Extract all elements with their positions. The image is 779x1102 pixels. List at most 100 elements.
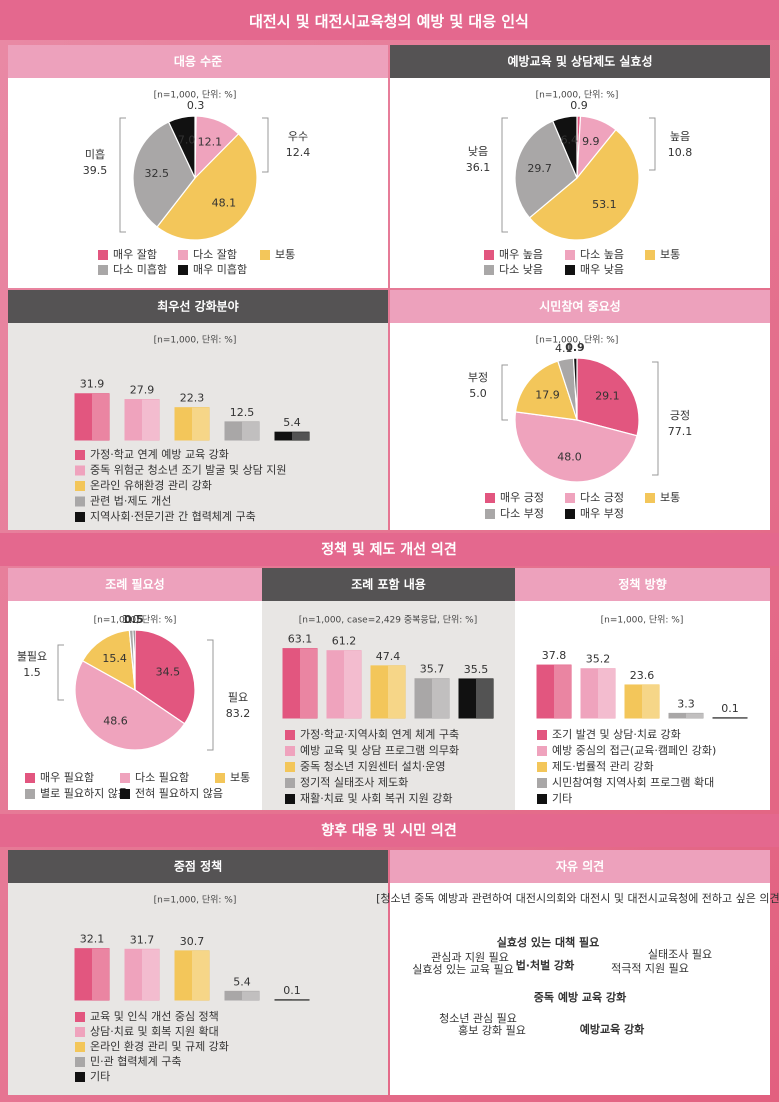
slice-label: 34.5 — [156, 666, 181, 679]
panel-title: 예방교육 및 상담제도 실효성 — [507, 54, 652, 69]
bar-value: 30.7 — [180, 935, 205, 948]
legend-label: 보통 — [275, 248, 295, 261]
legend-label: 예방 중심의 접근(교육·캠페인 강화) — [552, 744, 716, 757]
bar-value: 35.7 — [420, 663, 445, 676]
legend-swatch — [120, 789, 130, 799]
panel-header — [8, 850, 388, 883]
bar-value: 61.2 — [332, 635, 357, 648]
legend-label: 다소 높음 — [580, 248, 624, 261]
legend-label: 보통 — [660, 491, 680, 504]
panel-title: 최우선 강화분야 — [157, 299, 238, 314]
legend-swatch — [285, 746, 295, 756]
chart-subtitle: [n=1,000, 단위: %] — [154, 90, 237, 101]
slice-label: 6.4 — [561, 133, 579, 146]
slice-label: 0.9 — [565, 341, 585, 354]
bar-value: 63.1 — [288, 633, 313, 646]
legend-label: 전혀 필요하지 않음 — [135, 786, 223, 800]
slice-label: 48.6 — [103, 715, 128, 728]
slice-label: 0.3 — [187, 99, 205, 112]
bar — [370, 665, 406, 719]
section-title: 정책 및 제도 개선 의견 — [321, 541, 456, 558]
legend-label: 보통 — [660, 248, 680, 261]
legend-label: 다소 긍정 — [580, 491, 624, 504]
legend-label: 매우 낮음 — [580, 263, 624, 276]
legend-label: 상담·치료 및 회복 지원 확대 — [90, 1025, 219, 1038]
legend-label: 관련 법·제도 개선 — [90, 495, 171, 508]
bar-value: 32.1 — [80, 933, 105, 946]
group-name: 불필요 — [17, 650, 47, 663]
bar — [224, 990, 260, 1001]
legend-label: 다소 낮음 — [499, 263, 543, 276]
bar-value: 35.2 — [586, 653, 611, 666]
cloud-word: 예방교육 강화 — [580, 1022, 645, 1036]
legend-swatch — [285, 778, 295, 788]
bar — [580, 668, 616, 719]
legend-label: 가정·학교·지역사회 연계 체계 구축 — [300, 728, 459, 741]
legend-label: 시민참여형 지역사회 프로그램 확대 — [552, 776, 714, 789]
legend-label: 다소 미흡함 — [113, 262, 167, 276]
slice-label: 4.1 — [555, 342, 573, 355]
group-bracket — [649, 117, 656, 171]
bar — [124, 948, 160, 1001]
legend-swatch — [485, 509, 495, 519]
bar — [668, 712, 704, 719]
pie-slice — [576, 357, 640, 437]
group-name: 미흡 — [85, 147, 105, 161]
legend-label: 가정·학교 연계 예방 교육 강화 — [90, 448, 229, 461]
slice-label: 32.5 — [145, 167, 170, 180]
chart-subtitle: [n=1,000, 단위: %] — [536, 335, 619, 346]
chart-subtitle: [n=1,000, 단위: %] — [154, 335, 237, 346]
legend-swatch — [25, 773, 35, 783]
bar-highlight — [192, 950, 209, 1000]
bar-value: 35.5 — [464, 663, 489, 676]
legend-swatch — [75, 512, 85, 522]
pie-slice — [551, 115, 578, 179]
pie-slice — [514, 411, 638, 483]
pie-slice — [514, 120, 578, 219]
pie-slice — [514, 360, 578, 421]
slice-label: 17.9 — [535, 388, 560, 401]
legend-swatch — [75, 1072, 85, 1082]
bar — [458, 678, 494, 719]
legend-label: 민·관 협력체계 구축 — [90, 1055, 181, 1068]
pie-slice — [134, 629, 196, 725]
chart-subtitle: [n=1,000, 단위: %] — [94, 615, 177, 626]
legend-swatch — [285, 794, 295, 804]
legend-swatch — [75, 465, 85, 476]
chart-subtitle: [n=1,000, 단위: %] — [536, 90, 619, 101]
legend-swatch — [75, 1027, 85, 1037]
slice-label: 7.0 — [178, 133, 196, 146]
group-value: 10.8 — [668, 146, 693, 159]
panel-header — [515, 568, 770, 601]
bar-highlight — [242, 421, 259, 440]
cloud-subtitle: [청소년 중독 예방과 관련하여 대전시의회와 대전시 및 대전시교육청에 전하… — [376, 891, 779, 905]
bar-value: 0.1 — [283, 984, 301, 997]
legend-label: 기타 — [552, 792, 572, 805]
legend-swatch — [565, 265, 575, 275]
chart-subtitle: [n=1,000, 단위: %] — [154, 895, 237, 906]
legend-label: 온라인 유해환경 관리 강화 — [90, 478, 212, 492]
bar-highlight — [432, 678, 449, 718]
bar-value: 23.6 — [630, 669, 655, 682]
slice-label: 12.1 — [198, 136, 223, 149]
legend-label: 제도·법률적 관리 강화 — [552, 760, 654, 773]
bar-value: 22.3 — [180, 392, 205, 405]
section-bar — [0, 814, 779, 847]
section-bar — [0, 533, 779, 566]
bar-highlight — [192, 407, 209, 440]
legend-swatch — [484, 265, 494, 275]
group-value: 1.5 — [23, 666, 41, 679]
bar — [624, 684, 660, 719]
bar-highlight — [476, 678, 493, 718]
bar-highlight — [388, 665, 405, 718]
bar — [536, 664, 572, 719]
panel-title: 정책 방향 — [618, 577, 666, 592]
pie-slice — [156, 133, 258, 241]
legend-swatch — [285, 762, 295, 772]
bar-highlight — [142, 949, 159, 1000]
group-value: 12.4 — [286, 146, 311, 159]
legend-swatch — [537, 794, 547, 804]
panel-header — [390, 45, 770, 78]
cloud-word: 실효성 있는 대책 필요 — [497, 935, 600, 949]
legend-label: 다소 필요함 — [135, 771, 189, 784]
